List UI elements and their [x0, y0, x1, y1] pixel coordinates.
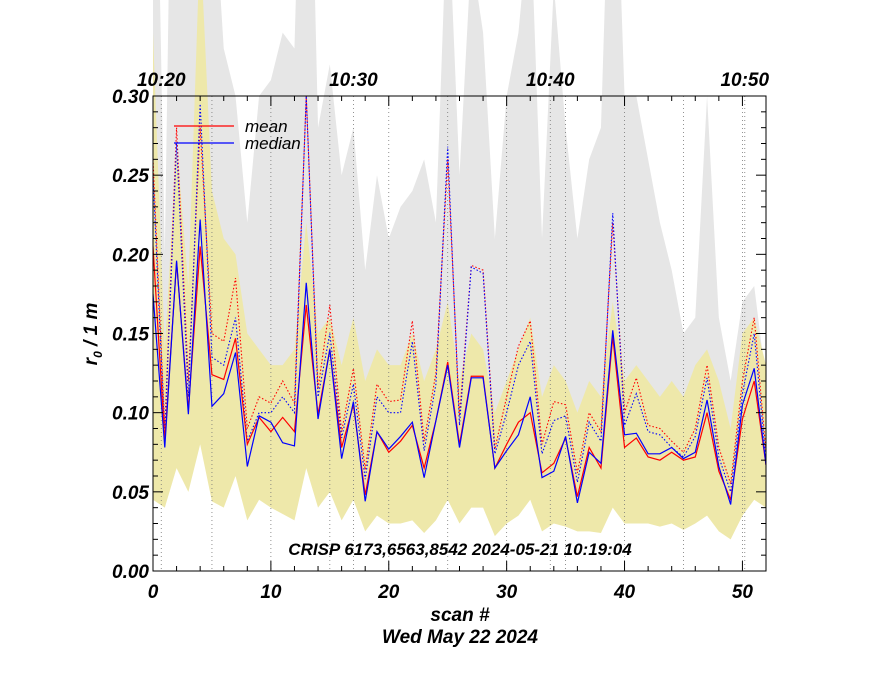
y-tick-label: 0.20: [112, 245, 149, 266]
y-tick-label: 0.25: [112, 166, 149, 187]
date-label: Wed May 22 2024: [382, 627, 538, 648]
x-tick-label: 40: [613, 582, 636, 603]
y-axis-title: r0 / 1 m: [81, 303, 105, 366]
series-layer: [153, 95, 766, 505]
x-tick-label: 0: [148, 582, 159, 603]
y-tick-label: 0.10: [112, 404, 149, 425]
y-tick-label: 0.30: [112, 87, 149, 108]
y-tick-label: 0.00: [112, 562, 149, 583]
tick-layer: 0 10 20 30 40 500.000.050.100.150.200.250.301…: [112, 70, 769, 603]
top-time-label: 10:40: [526, 70, 575, 91]
top-time-label: 10:50: [720, 70, 769, 91]
x-tick-label: 30: [496, 582, 518, 603]
spread-band-1: [153, 0, 766, 540]
legend-label-mean: mean: [245, 117, 288, 136]
y-axis-title-unit: / 1 m: [81, 303, 102, 352]
band-layer: [153, 0, 766, 540]
x-tick-label: 20: [377, 582, 400, 603]
legend-label-median: median: [245, 134, 301, 153]
x-tick-label: 10: [260, 582, 282, 603]
y-axis-title-r: r: [81, 356, 102, 365]
legend: mean median: [174, 117, 301, 153]
chart-annotation: CRISP 6173,6563,8542 2024-05-21 10:19:04: [288, 540, 632, 559]
top-time-label: 10:20: [137, 70, 186, 91]
x-tick-label: 50: [732, 582, 754, 603]
x-axis-title: scan #: [430, 605, 490, 626]
series-line-1: [153, 219, 766, 505]
y-tick-label: 0.15: [112, 325, 149, 346]
y-tick-label: 0.05: [112, 483, 149, 504]
y-axis-title-subscript: 0: [91, 351, 105, 358]
top-time-label: 10:30: [329, 70, 378, 91]
